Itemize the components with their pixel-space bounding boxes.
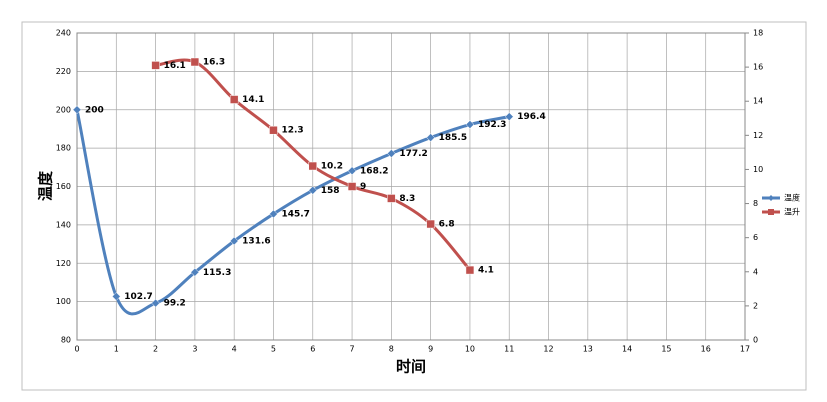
x-tick-label: 16 [701, 345, 711, 354]
legend-marker [768, 195, 774, 201]
marker [465, 265, 475, 275]
marker [386, 149, 396, 158]
y2-tick-label: 6 [753, 233, 758, 242]
x-tick-label: 9 [428, 345, 433, 354]
data-label: 158 [321, 186, 340, 196]
marker [229, 236, 239, 246]
marker [465, 120, 475, 129]
data-label: 99.2 [164, 299, 186, 309]
data-label: 168.2 [360, 166, 388, 176]
x-tick-label: 11 [504, 345, 514, 354]
x-tick-label: 5 [271, 345, 276, 354]
data-label: 9 [360, 182, 366, 192]
legend-label: 温升 [784, 208, 800, 217]
data-label: 145.7 [281, 209, 309, 219]
x-tick-label: 10 [465, 345, 475, 354]
x-tick-label: 12 [543, 345, 553, 354]
data-label: 10.2 [321, 162, 343, 172]
data-label: 131.6 [242, 236, 270, 246]
y-tick-label: 140 [56, 220, 71, 229]
data-label: 14.1 [242, 95, 264, 105]
y-axis-title: 温度 [37, 170, 55, 201]
data-label: 115.3 [203, 268, 231, 278]
data-label: 16.1 [164, 61, 186, 71]
data-label: 12.3 [281, 126, 303, 136]
x-tick-label: 0 [74, 345, 79, 354]
x-tick-label: 14 [622, 345, 632, 354]
x-tick-label: 2 [153, 345, 158, 354]
y2-tick-label: 10 [753, 165, 763, 174]
y-tick-label: 80 [61, 336, 71, 345]
marker [269, 209, 278, 219]
y-tick-label: 120 [56, 259, 71, 268]
data-label: 200 [85, 105, 104, 115]
x-tick-label: 17 [740, 345, 750, 354]
marker [308, 185, 318, 195]
y2-tick-label: 8 [753, 199, 758, 208]
data-label: 16.3 [203, 57, 225, 67]
marker [347, 182, 357, 191]
y-tick-label: 220 [56, 67, 71, 76]
data-label: 192.3 [478, 120, 506, 130]
marker [229, 95, 239, 104]
marker [190, 267, 200, 277]
y2-tick-label: 0 [753, 336, 758, 345]
y2-tick-label: 14 [753, 97, 763, 106]
marker [308, 161, 318, 171]
marker [387, 194, 396, 203]
marker [72, 105, 82, 115]
y-tick-label: 100 [56, 297, 71, 306]
y-tick-label: 180 [56, 144, 71, 153]
marker [426, 133, 436, 142]
marker [151, 61, 160, 70]
y-tick-label: 160 [56, 182, 71, 191]
x-axis-title: 时间 [396, 358, 426, 376]
y-tick-label: 200 [56, 105, 71, 114]
x-tick-label: 1 [114, 345, 119, 354]
plot-frame [76, 32, 746, 341]
x-tick-label: 8 [389, 345, 394, 354]
marker [111, 292, 121, 301]
x-tick-label: 6 [310, 345, 315, 354]
data-label: 196.4 [517, 112, 545, 122]
x-tick-label: 4 [232, 345, 237, 354]
y2-tick-label: 12 [753, 131, 763, 140]
data-label: 6.8 [439, 220, 455, 230]
y2-tick-label: 18 [753, 29, 763, 38]
x-tick-label: 15 [661, 345, 671, 354]
x-tick-label: 7 [350, 345, 355, 354]
data-label: 8.3 [399, 194, 415, 204]
legend-label: 温度 [784, 193, 800, 203]
y2-tick-label: 16 [753, 63, 763, 72]
data-label: 185.5 [439, 133, 467, 143]
chart-frame [21, 21, 807, 391]
x-tick-label: 13 [583, 345, 593, 354]
data-label: 177.2 [399, 149, 427, 159]
marker [504, 112, 514, 122]
data-label: 4.1 [478, 266, 494, 276]
y-tick-label: 240 [56, 29, 71, 38]
y2-tick-label: 2 [753, 301, 758, 310]
marker [190, 57, 200, 67]
legend-marker [768, 209, 774, 215]
data-label: 102.7 [124, 292, 152, 302]
marker [426, 219, 435, 229]
marker [347, 166, 357, 176]
marker [151, 298, 160, 308]
x-tick-label: 3 [192, 345, 197, 354]
y2-tick-label: 4 [753, 267, 758, 276]
marker [269, 125, 278, 135]
